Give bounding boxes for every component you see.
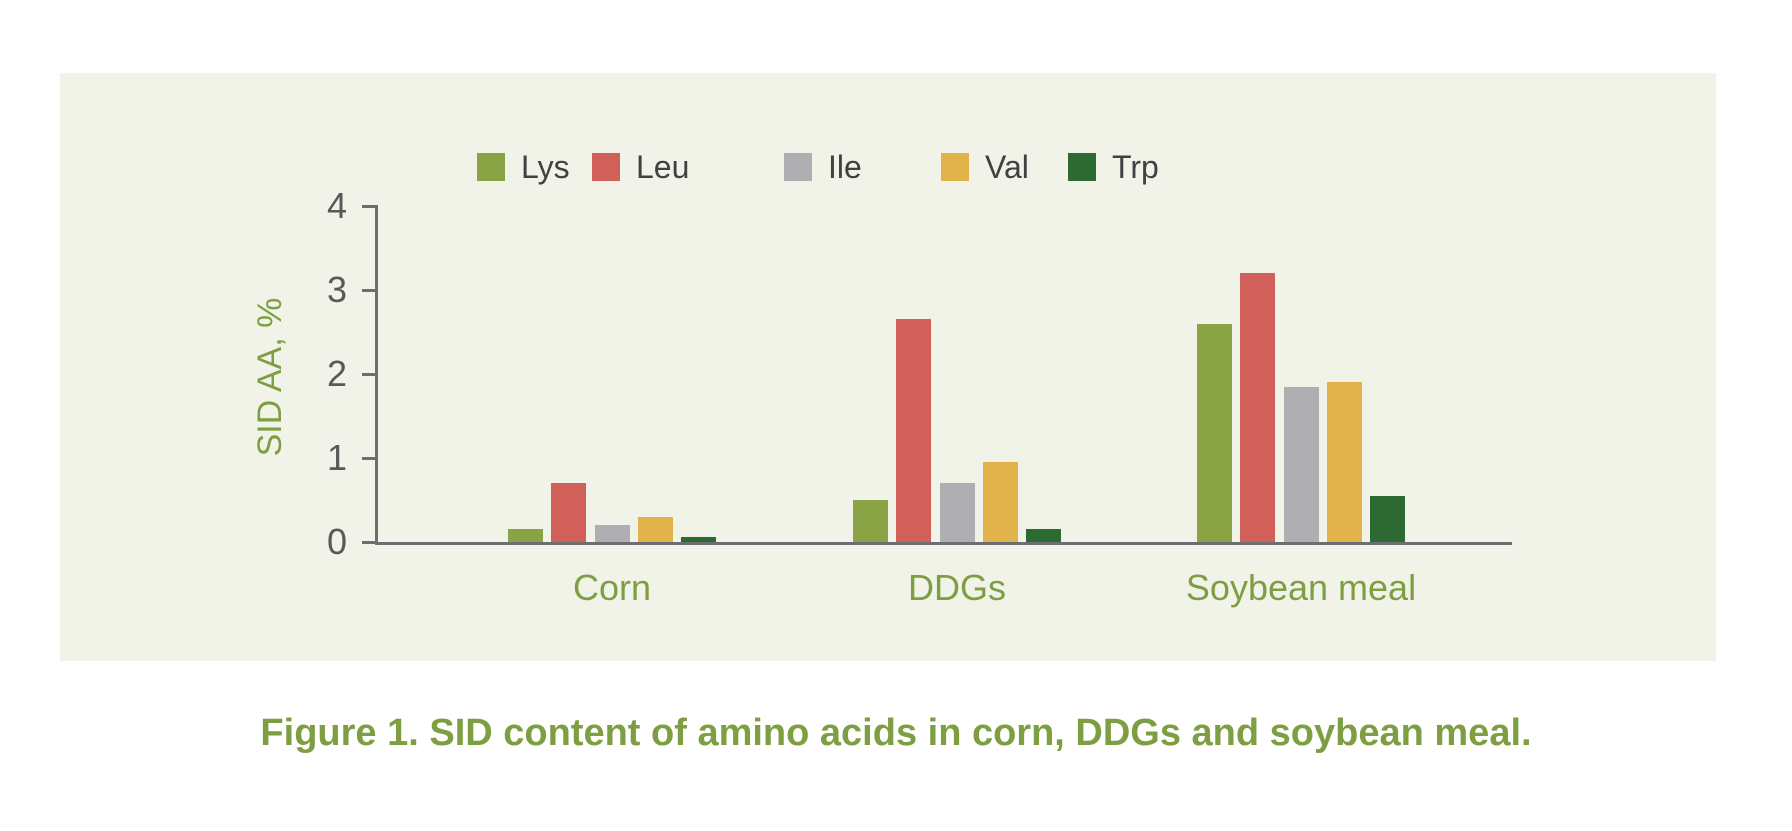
category-label-ddgs: DDGs [908,567,1006,608]
bar-ddgs-ile [940,483,975,542]
category-label-corn: Corn [572,567,652,608]
bar-soybean-meal-val [1327,382,1362,542]
y-tick-mark-2 [362,373,378,376]
bar-corn-leu [551,483,586,542]
y-tick-mark-0 [362,541,378,544]
legend-swatch-val [941,153,969,181]
y-tick-label-1: 1 [326,437,347,478]
bar-corn-lys [508,529,543,542]
legend-label-ile: Ile [828,149,862,185]
plot-area: SID AA, % 0 1 2 3 4 Corn DDGs Soybean meal Lys Le… [60,73,1716,661]
x-axis-line [375,542,1512,545]
bar-ddgs-lys [853,500,888,542]
legend-swatch-lys [477,153,505,181]
legend-label-trp: Trp [1112,149,1159,185]
bar-corn-ile [595,525,630,542]
legend-label-leu: Leu [636,149,690,185]
y-tick-label-2: 2 [326,353,347,394]
figure-caption: Figure 1. SID content of amino acids in … [260,712,1532,754]
legend-swatch-leu [592,153,620,181]
legend-label-lys: Lys [521,149,570,185]
bar-ddgs-leu [896,319,931,542]
legend-label-val: Val [985,149,1029,185]
y-axis-line [375,207,378,545]
bar-corn-trp [681,537,716,542]
bar-soybean-meal-lys [1197,324,1232,542]
y-tick-label-0: 0 [326,521,347,562]
y-tick-mark-3 [362,289,378,292]
y-tick-mark-4 [362,205,378,208]
bar-ddgs-val [983,462,1018,542]
bar-ddgs-trp [1026,529,1061,542]
bar-soybean-meal-leu [1240,273,1275,542]
bar-corn-val [638,517,673,542]
y-tick-mark-1 [362,457,378,460]
legend-swatch-trp [1068,153,1096,181]
y-tick-label-3: 3 [326,269,347,310]
figure-panel: SID AA, % 0 1 2 3 4 Corn DDGs Soybean meal Lys Le… [60,73,1716,661]
bar-soybean-meal-ile [1284,387,1319,542]
category-label-soybean-meal: Soybean meal [1185,567,1417,608]
bar-soybean-meal-trp [1370,496,1405,542]
y-tick-label-4: 4 [326,185,347,226]
legend-swatch-ile [784,153,812,181]
